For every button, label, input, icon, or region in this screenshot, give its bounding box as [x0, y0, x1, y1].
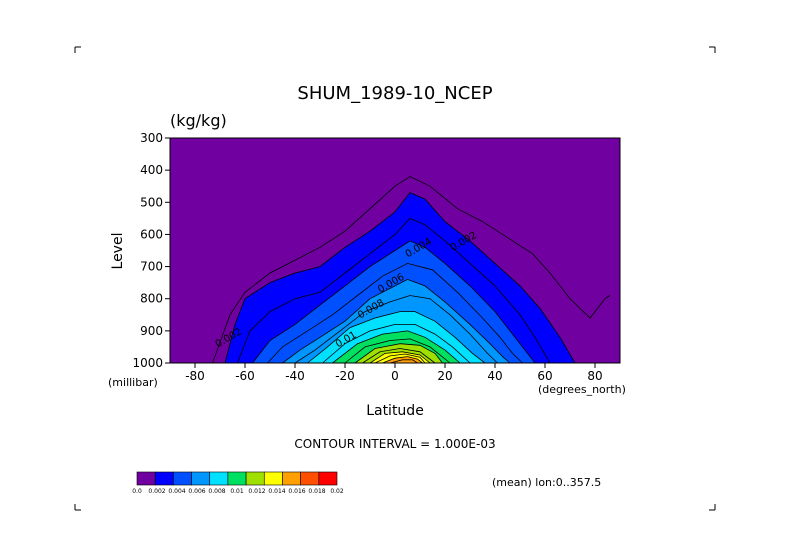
colorbar-swatch-1: [154, 471, 174, 486]
y-axis-label: Level: [110, 233, 126, 270]
colorbar-swatch-2: [173, 471, 192, 486]
colorbar-swatch-5: [227, 471, 247, 486]
colorbar-swatch-6: [245, 471, 265, 486]
x-tick-label: 0: [391, 369, 399, 383]
colorbar-label-2: 0.004: [168, 488, 185, 495]
contour-line-0: [212, 176, 611, 364]
colorbar-label-10: 0.02: [330, 488, 344, 495]
contour-fills: [170, 138, 620, 363]
contour-line-7: [307, 311, 486, 364]
y-tick-label: 400: [140, 163, 163, 177]
y-axis: 300 400 500 600 700 800 900 1000: [132, 131, 170, 370]
colorbar-swatch-9: [300, 471, 320, 486]
y-unit-label: (millibar): [108, 376, 158, 389]
y-tick-label: 300: [140, 131, 163, 145]
x-tick-label: -80: [185, 369, 205, 383]
contour-line-11: [354, 343, 443, 364]
colorbar-swatch-4: [209, 471, 229, 486]
contour-line-13: [369, 351, 431, 364]
contour-line-6: [294, 295, 498, 364]
x-tick-label: -20: [335, 369, 355, 383]
y-tick-label: 700: [140, 260, 163, 274]
contour-interval-text: CONTOUR INTERVAL = 1.000E-03: [294, 437, 495, 451]
mean-lon-text: (mean) lon:0..357.5: [492, 476, 601, 489]
contour-line-5: [282, 278, 511, 364]
x-unit-label: (degrees_north): [538, 383, 626, 396]
contour-line-14: [374, 353, 426, 364]
y-tick-label: 1000: [132, 356, 163, 370]
corner-mark-bottom-left: [74, 504, 81, 511]
colorbar-label-6: 0.012: [248, 488, 265, 495]
contour-line-9: [332, 330, 461, 364]
colorbar-swatch-8: [282, 471, 301, 486]
colorbar-labels: 0.0 0.002 0.004 0.006 0.008 0.01 0.012 0.014 0.0…: [132, 488, 344, 495]
colorbar-label-3: 0.006: [188, 488, 205, 495]
colorbar-label-9: 0.018: [308, 488, 325, 495]
colorbar-swatch-10: [318, 471, 338, 486]
x-tick-label: -40: [285, 369, 305, 383]
colorbar-label-7: 0.014: [268, 488, 285, 495]
contour-line-12: [362, 348, 436, 364]
colorbar-swatch-3: [191, 471, 211, 486]
x-tick-label: 80: [587, 369, 602, 383]
contour-lines: [212, 176, 611, 364]
contour-line-1: [224, 192, 576, 364]
x-axis: -80 -60 -40 -20 0 20 40 60 80: [185, 363, 603, 383]
x-tick-label: 40: [487, 369, 502, 383]
colorbar: [136, 471, 338, 486]
x-tick-label: 20: [437, 369, 452, 383]
corner-mark-bottom-right: [709, 504, 716, 511]
x-tick-label: 60: [537, 369, 552, 383]
contour-fill-16: [390, 359, 418, 363]
corner-mark-top-left: [74, 46, 81, 53]
contour-line-8: [322, 324, 471, 364]
contour-line-4: [267, 262, 523, 364]
chart-title: SHUM_1989-10_NCEP: [297, 83, 492, 104]
y-tick-label: 600: [140, 227, 163, 241]
colorbar-swatch-0: [136, 471, 156, 486]
contour-line-16: [389, 359, 418, 364]
corner-marks: [74, 46, 716, 511]
contour-line-2: [237, 217, 551, 364]
contour-line-3: [252, 240, 536, 364]
x-tick-label: -60: [235, 369, 255, 383]
colorbar-label-8: 0.016: [288, 488, 305, 495]
colorbar-label-4: 0.008: [208, 488, 225, 495]
x-axis-label: Latitude: [366, 403, 424, 419]
contour-line-15: [382, 356, 423, 364]
contour-line-10: [344, 338, 451, 364]
corner-mark-top-right: [709, 46, 716, 53]
units-label: (kg/kg): [170, 111, 227, 130]
colorbar-swatch-7: [263, 471, 283, 486]
y-tick-label: 500: [140, 195, 163, 209]
colorbar-label-0: 0.0: [132, 488, 142, 495]
y-tick-label: 900: [140, 324, 163, 338]
y-tick-label: 800: [140, 292, 163, 306]
colorbar-label-1: 0.002: [148, 488, 165, 495]
colorbar-label-5: 0.01: [230, 488, 244, 495]
